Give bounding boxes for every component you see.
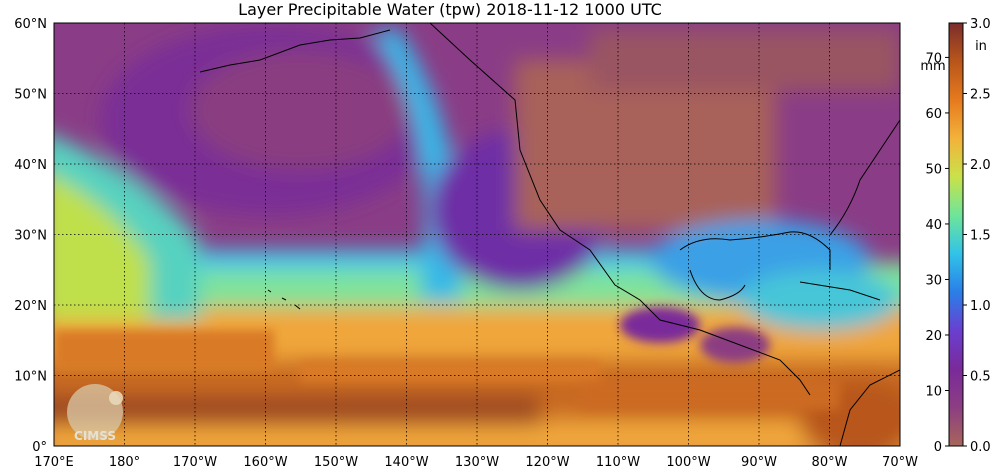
in-tick-label: 0.0 — [970, 440, 991, 455]
longitude-label: 100°W — [666, 455, 710, 470]
gulf-coastline — [679, 231, 831, 270]
latitude-label: 30°N — [14, 229, 47, 244]
logo-text: CIMSS — [74, 429, 116, 443]
coastlines — [199, 23, 900, 446]
latitude-label: 20°N — [14, 299, 47, 314]
yucatan-coastline — [689, 269, 746, 301]
pacific-coastline — [429, 23, 811, 396]
in-tick-label: 3.0 — [970, 17, 991, 32]
mm-tick-label: 40 — [925, 218, 942, 233]
latitude-label: 50°N — [14, 88, 47, 103]
longitude-label: 120°W — [525, 455, 569, 470]
moisture-bands — [54, 25, 900, 446]
hawaii-islands — [267, 289, 301, 310]
in-tick-label: 2.0 — [970, 158, 991, 173]
latitude-label: 0° — [32, 440, 47, 455]
in-tick-label: 1.0 — [970, 299, 991, 314]
map-frame — [53, 22, 901, 447]
mm-tick-label: 0 — [934, 440, 942, 455]
longitude-label: 140°W — [384, 455, 428, 470]
longitude-labels: 170°E 180° 170°W 160°W 150°W 140°W 130°W 120°W 1… — [34, 455, 918, 470]
longitude-label: 110°W — [596, 455, 640, 470]
mm-tick-label: 30 — [925, 273, 942, 288]
colorbar-mm-unit: mm — [920, 59, 945, 74]
colorbar-bar — [948, 22, 964, 447]
longitude-label: 70°W — [882, 455, 918, 470]
longitude-label: 180° — [109, 455, 140, 470]
colorbar: 0 10 20 30 40 50 60 70 0.0 0.5 1.0 1.5 2.0 2.5 3.0 mm… — [920, 17, 990, 455]
logo-sun-icon — [109, 391, 123, 405]
longitude-label: 170°W — [173, 455, 217, 470]
mm-tick-label: 70 — [925, 51, 942, 66]
moisture-detail — [54, 307, 840, 410]
aleutian-islands — [199, 29, 391, 73]
longitude-label: 170°E — [34, 455, 74, 470]
cimss-logo: CIMSS — [67, 384, 123, 443]
latitude-labels: 0° 10°N 20°N 30°N 40°N 50°N 60°N — [14, 17, 47, 455]
graticule — [54, 23, 900, 446]
in-tick-label: 0.5 — [970, 370, 991, 385]
longitude-label: 90°W — [741, 455, 777, 470]
mm-tick-label: 50 — [925, 162, 942, 177]
mm-tick-label: 20 — [925, 329, 942, 344]
colorbar-in-unit: in — [975, 39, 987, 54]
colorbar-mm-ticks: 0 10 20 30 40 50 60 70 — [925, 51, 949, 455]
map-title: Layer Precipitable Water (tpw) 2018-11-1… — [238, 0, 662, 19]
latitude-label: 10°N — [14, 370, 47, 385]
longitude-label: 80°W — [812, 455, 848, 470]
atlantic-coastline — [829, 119, 900, 236]
precipitable-water-field — [54, 23, 900, 446]
latitude-label: 60°N — [14, 17, 47, 32]
longitude-label: 150°W — [314, 455, 358, 470]
in-tick-label: 2.5 — [970, 88, 991, 103]
south-america-coastline — [839, 369, 900, 446]
caribbean-islands — [799, 281, 881, 301]
latitude-label: 40°N — [14, 158, 47, 173]
in-tick-label: 1.5 — [970, 229, 991, 244]
mm-tick-label: 60 — [925, 107, 942, 122]
longitude-label: 160°W — [243, 455, 287, 470]
mm-tick-label: 10 — [925, 384, 942, 399]
longitude-label: 130°W — [455, 455, 499, 470]
colorbar-in-ticks: 0.0 0.5 1.0 1.5 2.0 2.5 3.0 — [963, 17, 991, 455]
